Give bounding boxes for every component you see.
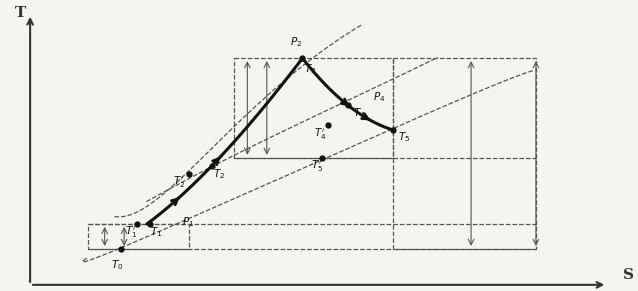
Text: T: T [15,6,26,20]
Text: $T_5'$: $T_5'$ [311,158,323,174]
Text: $T_5$: $T_5$ [398,130,410,144]
Text: $P_1$: $P_1$ [182,215,194,229]
Text: $T_4'$: $T_4'$ [315,127,327,142]
Text: $T_1$: $T_1$ [151,226,163,239]
Text: $T_3$: $T_3$ [304,62,316,76]
Text: $T_2'$: $T_2'$ [173,175,186,190]
Text: $T_2$: $T_2$ [213,167,226,181]
Text: $T_4$: $T_4$ [353,107,366,120]
Text: $T_1'$: $T_1'$ [125,225,137,240]
Text: S: S [623,268,634,282]
Text: $T_0$: $T_0$ [112,259,124,272]
Text: $P_2$: $P_2$ [290,35,302,49]
Text: $P_4$: $P_4$ [373,91,385,104]
